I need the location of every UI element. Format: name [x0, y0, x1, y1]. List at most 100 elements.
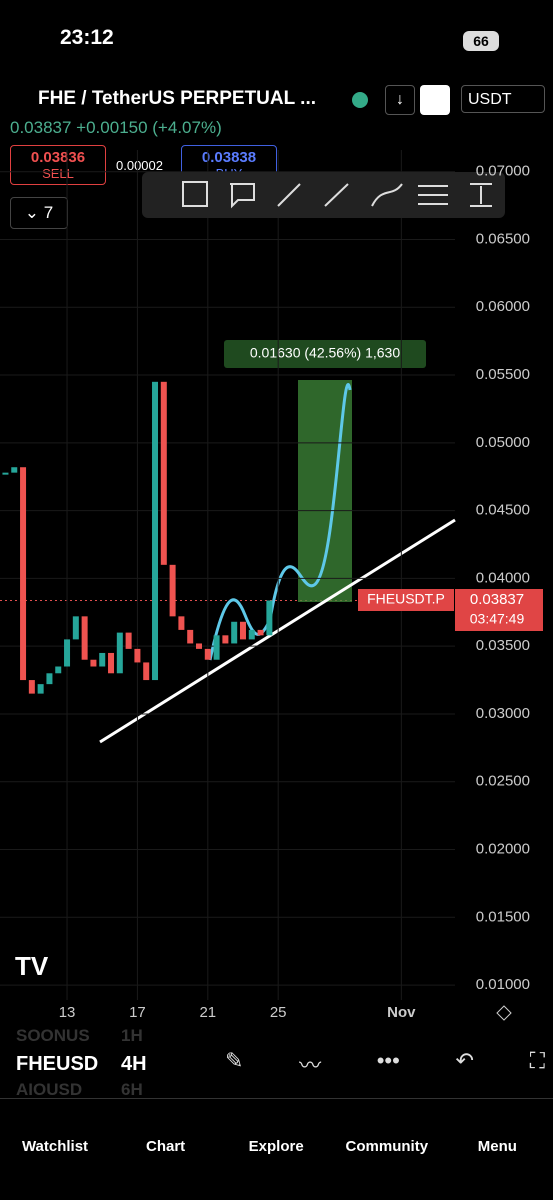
- candle: [152, 381, 159, 681]
- tab[interactable]: Community: [332, 1100, 442, 1200]
- candle: [11, 467, 18, 473]
- candle: [81, 616, 88, 660]
- y-tick-label: 0.05500: [476, 366, 530, 383]
- candle: [213, 635, 220, 660]
- indicator-btn[interactable]: 〰: [299, 1053, 322, 1078]
- tab-label: Chart: [146, 1138, 186, 1155]
- symbol-interval: 1H: [121, 1026, 143, 1045]
- y-tick-label: 0.03000: [476, 705, 530, 722]
- price-change: 0.03837 +0.00150 (+4.07%): [10, 118, 222, 137]
- tool-brush[interactable]: [371, 183, 403, 207]
- tag-symbol-bg: [358, 589, 454, 611]
- tool-arrow[interactable]: [324, 183, 349, 207]
- y-tick-label: 0.06000: [476, 298, 530, 315]
- x-tick-label: 13: [59, 1004, 76, 1021]
- battery: 66: [463, 31, 499, 51]
- tool-callout[interactable]: [230, 183, 255, 209]
- tag-countdown: 03:47:49: [470, 611, 525, 627]
- y-tick-label: 0.01000: [476, 976, 530, 993]
- candle: [108, 652, 115, 674]
- more-btn[interactable]: •••: [376, 1048, 400, 1073]
- tool-fib[interactable]: [418, 185, 448, 205]
- symbol-title[interactable]: FHE / TetherUS PERPETUAL ...: [38, 88, 317, 109]
- symbol-row[interactable]: AIOUSD 6H: [16, 1080, 216, 1100]
- candle: [160, 381, 167, 565]
- y-tick-label: 0.04500: [476, 502, 530, 519]
- tag-symbol: FHEUSDT.P: [367, 591, 445, 607]
- candle: [90, 659, 97, 667]
- tab-label: Community: [345, 1138, 429, 1155]
- candle: [116, 632, 123, 674]
- tool-rect[interactable]: [182, 181, 208, 207]
- symbol-interval: 4H: [121, 1053, 147, 1075]
- x-tick-label: 25: [270, 1004, 287, 1021]
- candle: [55, 666, 62, 674]
- candle: [248, 629, 255, 640]
- candle: [28, 680, 35, 694]
- y-tick-label: 0.03500: [476, 637, 530, 654]
- symbol-row[interactable]: FHEUSD 4H: [16, 1053, 216, 1076]
- y-tick-label: 0.01500: [476, 908, 530, 925]
- tab[interactable]: Explore: [221, 1100, 331, 1200]
- sell-btn[interactable]: 0.03836 SELL: [10, 145, 106, 185]
- settings-icon[interactable]: [496, 1005, 512, 1021]
- chart-tools: ✎ 〰 ••• ↶ ⛶: [225, 1048, 545, 1078]
- time: 23:12: [60, 26, 114, 49]
- tab-label: Menu: [477, 1138, 517, 1155]
- candle: [20, 467, 27, 681]
- fullscreen-btn[interactable]: [420, 85, 450, 115]
- spread: 0.00002: [116, 158, 163, 173]
- tab[interactable]: Chart: [111, 1100, 221, 1200]
- drawing-toolbar: [142, 172, 505, 218]
- y-tick-label: 0.02500: [476, 773, 530, 790]
- candle: [204, 648, 211, 660]
- candle: [99, 652, 106, 667]
- candle: [178, 616, 185, 630]
- candle: [257, 629, 264, 636]
- candle: [222, 635, 229, 644]
- currency-select[interactable]: USDT: [461, 85, 545, 113]
- symbol-name: AIOUSD: [16, 1080, 83, 1099]
- candle: [266, 600, 273, 636]
- candle: [195, 643, 202, 649]
- draw-btn[interactable]: ✎: [225, 1048, 244, 1073]
- undo-btn[interactable]: ↶: [455, 1048, 474, 1073]
- chart: 0.01630 (42.56%) 1,630 FHEUSDT.P 0.03837…: [0, 150, 543, 1021]
- symbol-name: FHEUSD: [16, 1053, 99, 1075]
- candle: [239, 621, 246, 640]
- candle: [231, 621, 238, 644]
- measure-label-bg: [224, 340, 426, 368]
- expand-btn[interactable]: ⛶: [529, 1048, 545, 1073]
- tool-range[interactable]: [470, 183, 492, 207]
- tab[interactable]: Watchlist: [0, 1100, 110, 1200]
- sell-label: SELL: [42, 166, 74, 181]
- y-tick-label: 0.05000: [476, 434, 530, 451]
- symbol-interval: 6H: [121, 1080, 143, 1099]
- measure-label: 0.01630 (42.56%) 1,630: [250, 345, 400, 361]
- tab-label: Explore: [248, 1138, 304, 1155]
- download-btn[interactable]: ↓: [385, 85, 415, 115]
- x-tick-label: Nov: [387, 1004, 416, 1021]
- tab[interactable]: Menu: [442, 1100, 552, 1200]
- y-tick-label: 0.06500: [476, 230, 530, 247]
- status-dot: [352, 92, 368, 108]
- tag-price: 0.03837: [470, 591, 524, 608]
- buy-price: 0.03838: [201, 149, 257, 166]
- candle: [169, 564, 176, 617]
- sell-price: 0.03836: [30, 149, 86, 166]
- candle: [134, 648, 141, 663]
- indicator-count: 7: [43, 203, 54, 222]
- logo: TV: [15, 951, 49, 981]
- candle: [143, 662, 150, 681]
- candle: [64, 639, 71, 667]
- candle: [187, 629, 194, 644]
- y-tick-label: 0.02000: [476, 840, 530, 857]
- tool-line[interactable]: [277, 183, 301, 207]
- y-tick-label: 0.07000: [476, 163, 530, 180]
- symbol-name: SOONUS: [16, 1026, 90, 1045]
- candle: [72, 616, 79, 640]
- tab-divider: [0, 1098, 553, 1099]
- candle: [46, 673, 53, 685]
- symbol-row[interactable]: SOONUS 1H: [16, 1026, 216, 1046]
